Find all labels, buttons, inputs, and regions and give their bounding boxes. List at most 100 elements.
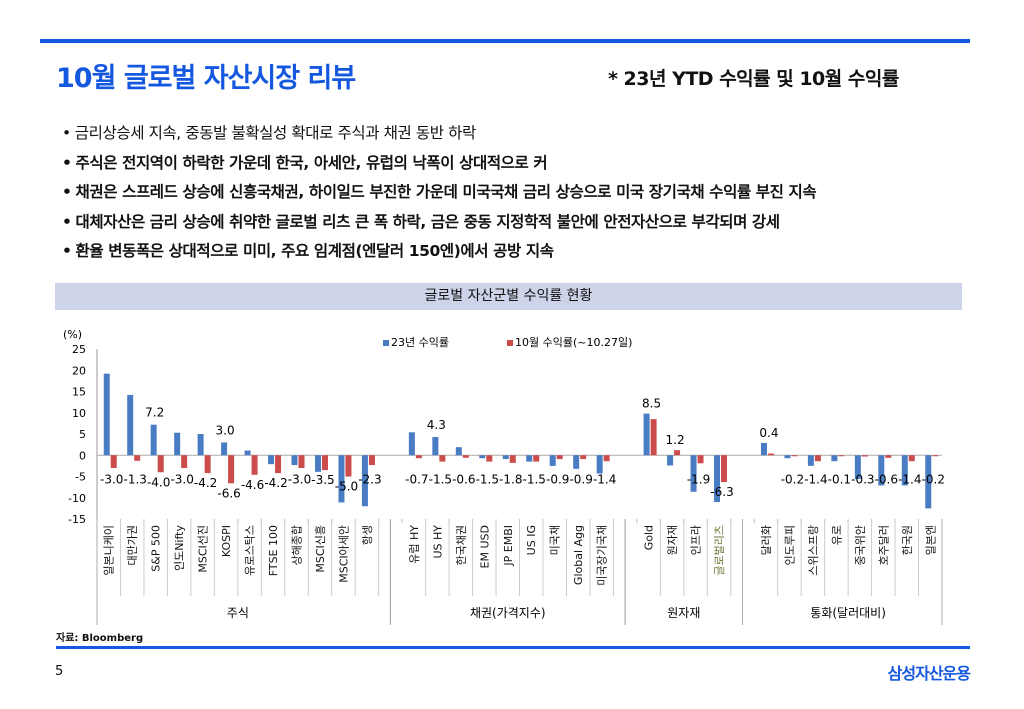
bar-ytd xyxy=(150,424,157,456)
bar-oct xyxy=(275,455,282,474)
bar-ytd xyxy=(432,436,439,456)
data-label-oct: -1.5 xyxy=(523,472,546,486)
bar-ytd xyxy=(901,455,908,486)
data-label-oct: -3.0 xyxy=(100,472,123,486)
category-label: JP EMBI xyxy=(502,525,515,567)
category-label: 유럽 HY xyxy=(407,525,421,564)
category-label: 달러화 xyxy=(760,525,773,555)
bar-ytd xyxy=(127,394,134,456)
category-label: MSCI신흥 xyxy=(313,525,327,573)
data-label-oct: -0.1 xyxy=(828,472,851,486)
category-label: FTSE 100 xyxy=(267,525,280,576)
category-label: 한국채권 xyxy=(455,525,468,565)
category-label: MSCI선진 xyxy=(197,525,210,573)
bar-oct xyxy=(486,455,493,462)
data-label-ytd: 3.0 xyxy=(216,424,235,438)
bullet-item: 금리상승세 지속, 중동발 불확실성 확대로 주식과 채권 동반 하락 xyxy=(62,121,816,151)
category-label: 중국위안 xyxy=(854,525,867,565)
bar-ytd xyxy=(314,455,321,472)
bar-ytd xyxy=(596,455,603,474)
legend-label-ytd: 23년 수익률 xyxy=(391,336,449,349)
bullet-item: 대체자산은 금리 상승에 취약한 글로벌 리츠 큰 폭 하락, 금은 중동 지정… xyxy=(62,210,816,240)
data-label-oct: -1.9 xyxy=(687,472,710,486)
data-label-ytd: 4.3 xyxy=(427,418,446,432)
bar-oct xyxy=(228,455,235,484)
bar-ytd xyxy=(361,455,368,507)
bar-oct xyxy=(415,455,422,459)
y-tick-label: 20 xyxy=(72,364,86,377)
bar-oct xyxy=(298,455,305,468)
bar-ytd xyxy=(479,455,486,459)
category-label: 항셍 xyxy=(361,525,374,545)
source-note: 자료: Bloomberg xyxy=(56,633,144,644)
category-label: 유로 xyxy=(830,525,843,545)
bar-oct xyxy=(368,455,375,466)
bar-oct xyxy=(580,455,587,460)
bar-oct xyxy=(181,455,188,468)
y-tick-label: -5 xyxy=(75,471,86,484)
bar-oct xyxy=(509,455,516,463)
group-label: 채권(가격지수) xyxy=(470,606,546,620)
bar-ytd xyxy=(244,450,251,456)
chart-title: 글로벌 자산군별 수익률 현황 xyxy=(55,283,962,310)
y-tick-label: 25 xyxy=(72,343,86,356)
legend-swatch-oct xyxy=(507,340,513,346)
category-label: Gold xyxy=(643,525,656,550)
bar-ytd xyxy=(268,455,275,465)
bar-oct xyxy=(674,450,681,456)
bar-ytd xyxy=(338,455,345,503)
data-label-oct: -0.9 xyxy=(569,472,592,486)
bar-oct xyxy=(345,455,352,477)
data-label-oct: -4.2 xyxy=(194,476,217,490)
bar-ytd xyxy=(831,455,838,462)
bar-oct xyxy=(908,455,915,462)
category-label: 미국장기국채 xyxy=(596,525,609,586)
bar-oct xyxy=(533,455,540,462)
data-label-oct: -1.3 xyxy=(123,472,146,486)
bar-ytd xyxy=(549,455,556,466)
category-label: 대만가권 xyxy=(126,525,139,565)
data-label-oct: -0.2 xyxy=(781,472,804,486)
data-label-oct: -1.4 xyxy=(804,472,827,486)
category-label: S&P 500 xyxy=(150,525,163,572)
category-label: 일본니케이 xyxy=(102,525,116,576)
bar-ytd xyxy=(408,432,415,456)
category-label: US IG xyxy=(525,525,538,555)
bar-ytd xyxy=(174,432,181,456)
bar-oct xyxy=(321,455,328,471)
data-label-oct: -1.4 xyxy=(593,472,616,486)
bar-oct xyxy=(767,453,774,456)
bullet-item: 환율 변동폭은 상대적으로 미미, 주요 임계점(엔달러 150엔)에서 공방 … xyxy=(62,239,816,269)
bar-oct xyxy=(251,455,258,475)
data-label-oct: -6.3 xyxy=(710,485,733,499)
category-label: 유로스탁스 xyxy=(244,525,257,576)
bar-oct xyxy=(885,455,892,458)
y-tick-label: 15 xyxy=(72,386,86,399)
bar-oct xyxy=(110,455,117,468)
y-axis-label: (%) xyxy=(63,328,82,341)
data-label-oct: -1.4 xyxy=(898,472,921,486)
bar-ytd xyxy=(573,455,580,469)
group-label: 원자재 xyxy=(667,606,700,620)
company-logo: 삼성자산운용 xyxy=(887,664,971,683)
y-tick-label: 5 xyxy=(79,428,86,441)
bar-oct xyxy=(439,455,446,462)
data-label-oct: -4.2 xyxy=(264,476,287,490)
category-label: 인프라 xyxy=(690,525,703,555)
category-label: 한국원 xyxy=(901,525,914,555)
category-label: 글로벌리츠 xyxy=(713,525,726,576)
bar-ytd xyxy=(526,455,533,462)
legend-label-oct: 10월 수익률(~10.27일) xyxy=(515,335,632,349)
group-label: 주식 xyxy=(227,606,249,620)
bar-oct xyxy=(791,455,798,457)
data-label-oct: -0.3 xyxy=(851,472,874,486)
y-tick-label: -15 xyxy=(68,513,86,526)
bar-oct xyxy=(861,455,868,457)
bar-ytd xyxy=(291,455,298,466)
bar-oct xyxy=(697,455,704,464)
bar-oct xyxy=(204,455,211,474)
top-rule xyxy=(40,39,970,43)
category-label: MSCI아세안 xyxy=(337,525,350,583)
category-label: Global Agg xyxy=(572,525,585,585)
bar-oct xyxy=(556,455,563,460)
